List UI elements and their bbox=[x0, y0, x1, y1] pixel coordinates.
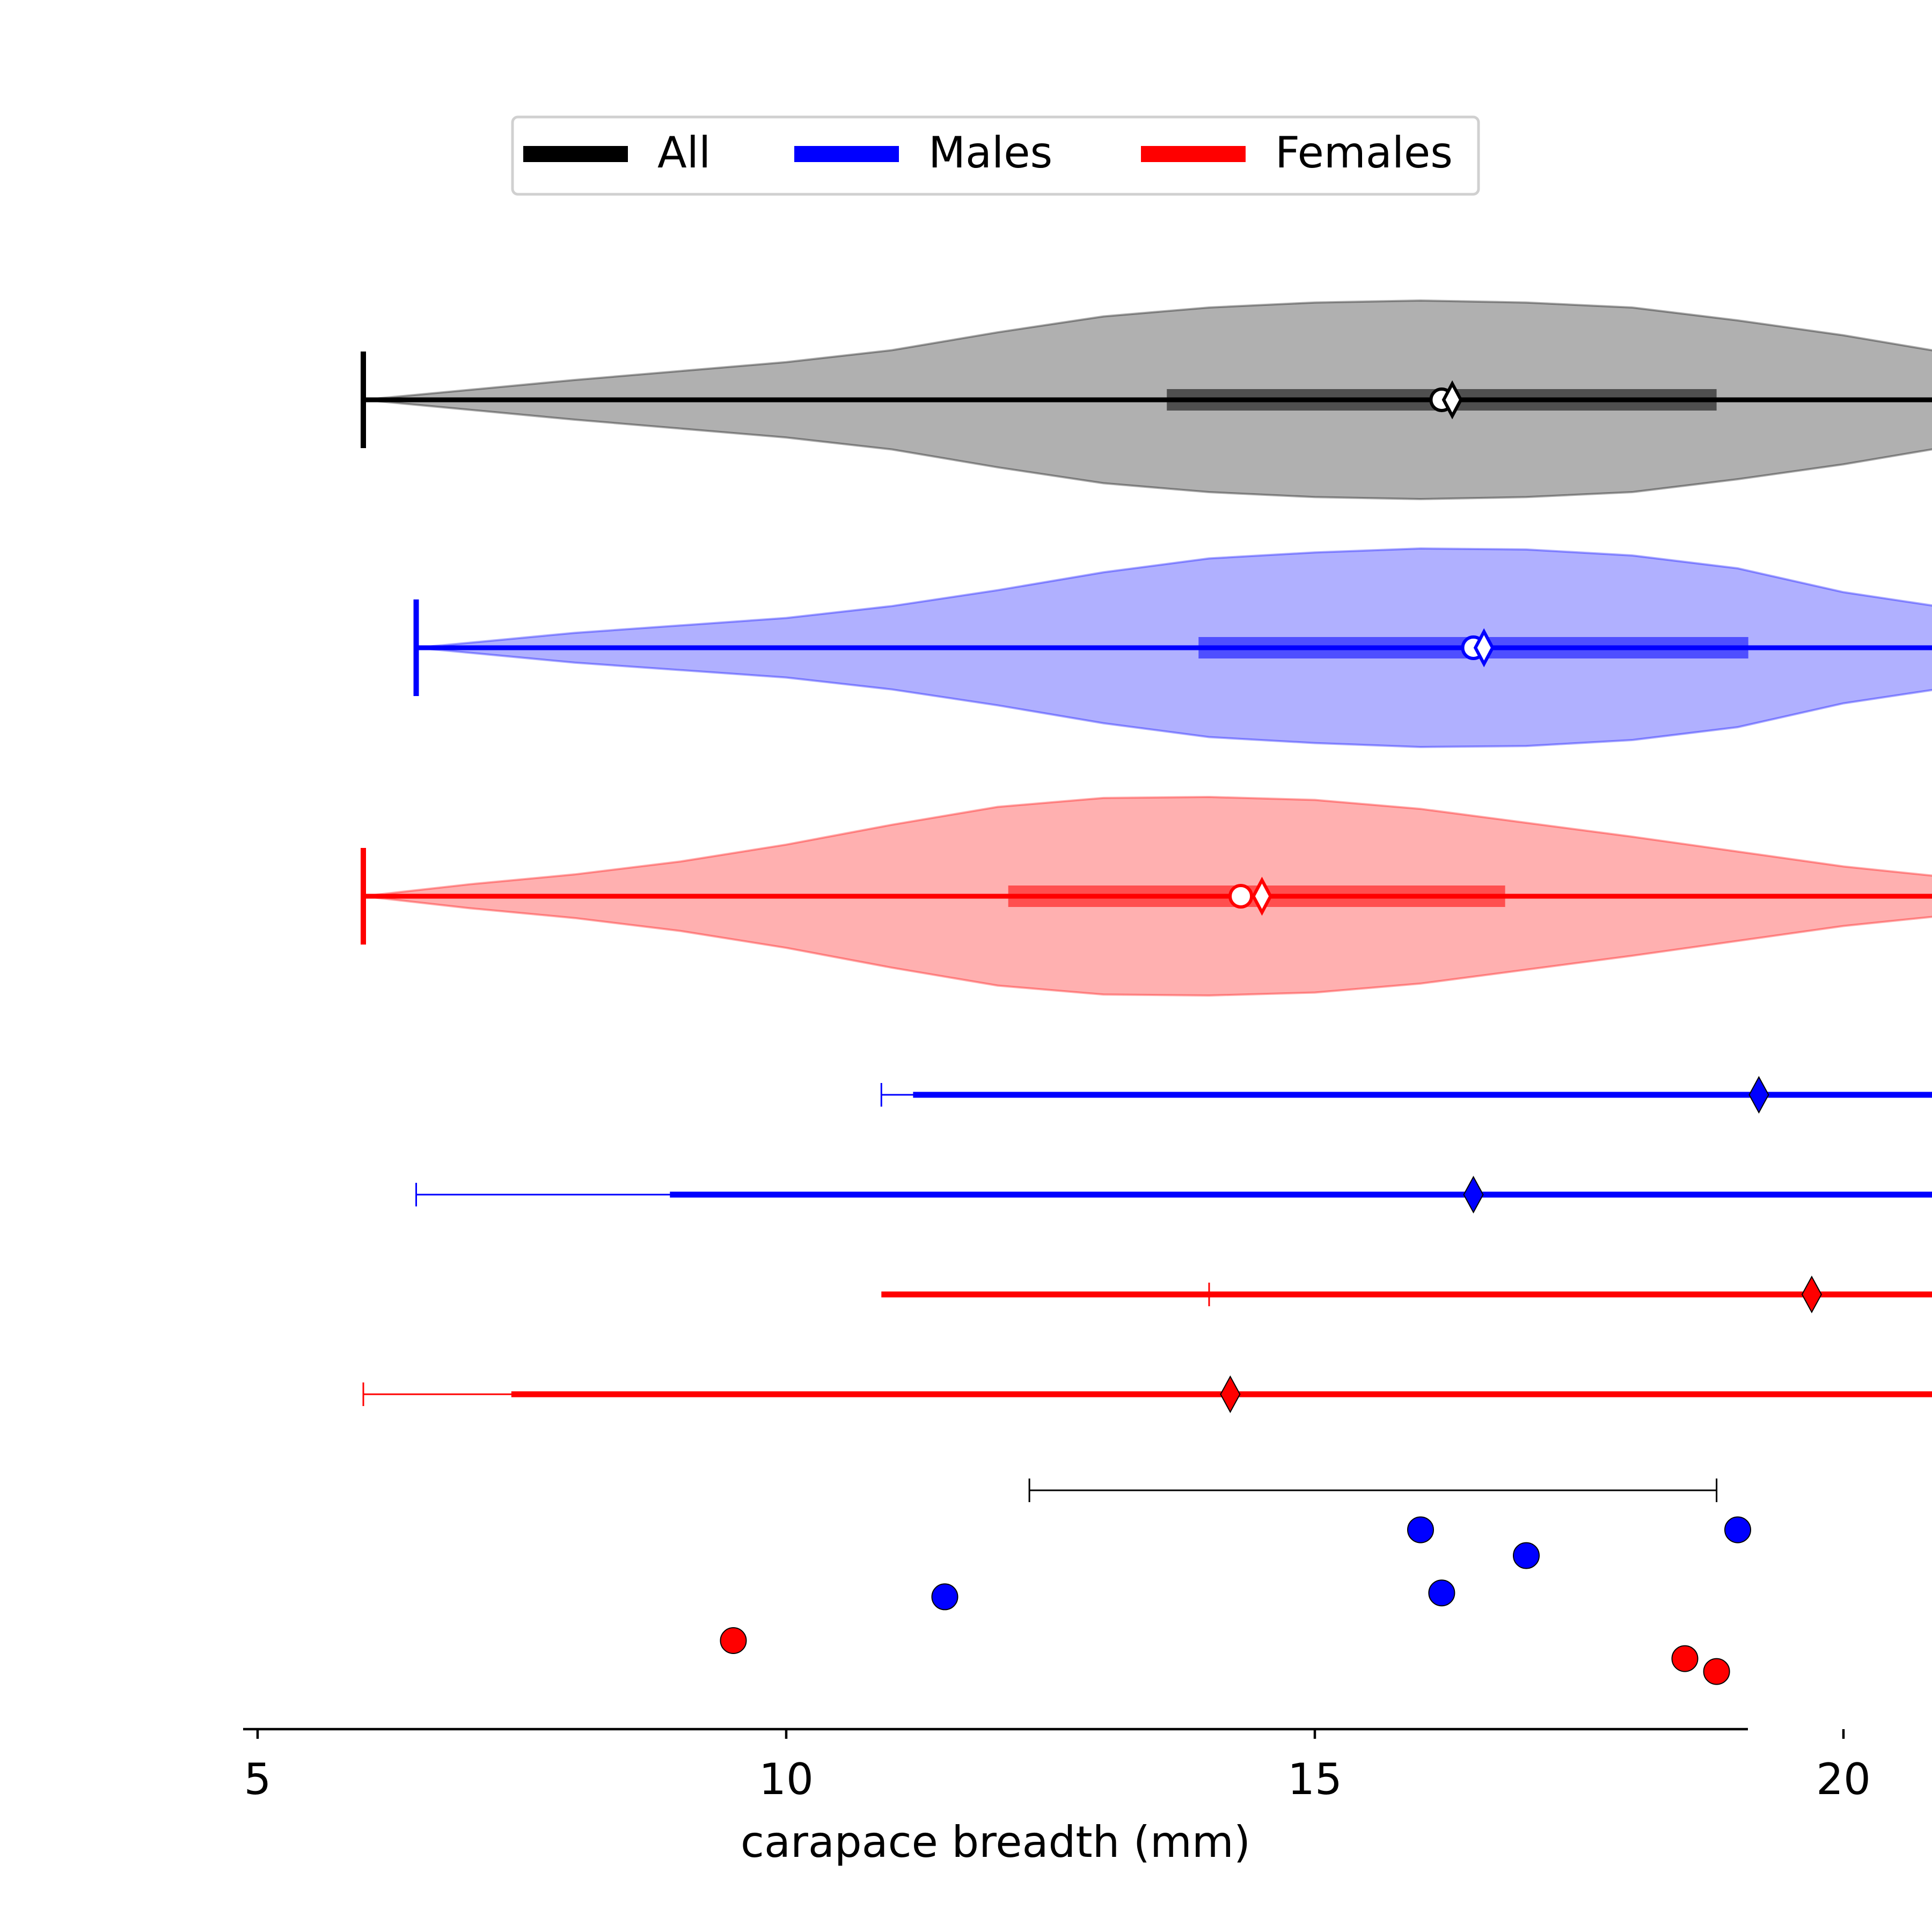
point-females bbox=[720, 1627, 747, 1654]
point-males bbox=[1428, 1579, 1455, 1607]
point-males bbox=[1407, 1516, 1434, 1543]
x-tick-label: 15 bbox=[1287, 1754, 1342, 1804]
interval-bar bbox=[881, 1275, 1932, 1314]
point-males bbox=[1513, 1542, 1540, 1569]
x-ticks: 51015202530 bbox=[244, 1729, 1871, 1804]
center-marker bbox=[1220, 1375, 1241, 1414]
point-males bbox=[931, 1583, 958, 1611]
interval-bar bbox=[415, 1175, 1932, 1214]
x-tick-label: 10 bbox=[759, 1754, 814, 1804]
center-marker bbox=[1748, 1075, 1769, 1114]
legend: All Males Females bbox=[511, 115, 1480, 196]
x-axis-label: carapace breadth (mm) bbox=[741, 1817, 1250, 1867]
legend-entries: All Males Females bbox=[523, 128, 1453, 178]
legend-entry-males: Males bbox=[794, 128, 1052, 178]
center-marker bbox=[1801, 1275, 1823, 1314]
point-females bbox=[1671, 1645, 1699, 1672]
legend-entry-all: All bbox=[523, 128, 711, 178]
data-points bbox=[720, 1516, 1751, 1685]
violin-females bbox=[361, 795, 1932, 997]
interval-bar bbox=[362, 1375, 1932, 1414]
legend-swatch bbox=[523, 146, 628, 162]
legend-label: Males bbox=[928, 128, 1052, 178]
x-tick-label: 20 bbox=[1816, 1754, 1871, 1804]
violins bbox=[361, 299, 1932, 997]
median-marker bbox=[1252, 876, 1272, 916]
point-males bbox=[1724, 1516, 1751, 1543]
median-marker bbox=[1473, 628, 1495, 668]
reference-interval bbox=[1028, 1479, 1718, 1502]
point-females bbox=[1703, 1658, 1730, 1685]
median-marker bbox=[1441, 380, 1463, 420]
violin-males bbox=[413, 547, 1932, 749]
legend-swatch bbox=[794, 146, 899, 162]
mean-marker bbox=[1228, 884, 1254, 909]
x-tick-label: 5 bbox=[244, 1754, 272, 1804]
legend-frame bbox=[511, 115, 1480, 196]
legend-label: All bbox=[657, 128, 711, 178]
x-axis: 51015202530 carapace breadth (mm) bbox=[243, 1728, 1871, 1867]
interval-bars bbox=[362, 1075, 1932, 1502]
legend-swatch bbox=[1141, 146, 1246, 162]
violin-all bbox=[361, 299, 1932, 501]
center-marker bbox=[1463, 1175, 1484, 1214]
legend-label: Females bbox=[1275, 128, 1453, 178]
legend-entry-females: Females bbox=[1141, 128, 1453, 178]
interval-bar bbox=[880, 1075, 1932, 1114]
